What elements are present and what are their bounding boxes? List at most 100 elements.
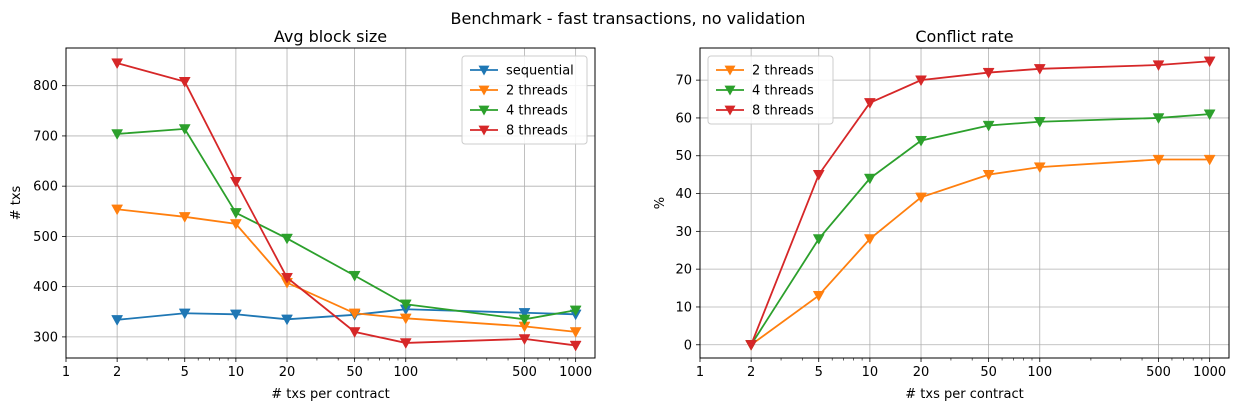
legend-entry-2-threads: 2 threads (716, 64, 814, 79)
data-point (1203, 154, 1216, 166)
data-point (1033, 64, 1046, 75)
data-point (863, 173, 876, 185)
x-tick-label: 1 (696, 365, 704, 380)
y-tick-label: 50 (675, 149, 692, 164)
series-line-2-threads (117, 208, 576, 333)
data-point (348, 327, 361, 338)
data-point (518, 334, 531, 345)
data-point (812, 290, 825, 302)
legend-marker (478, 125, 490, 136)
y-axis-label: % (653, 197, 668, 209)
data-point (915, 135, 927, 147)
series-4-threads (111, 124, 582, 326)
y-tick-label: 400 (33, 280, 58, 295)
data-point (915, 75, 927, 87)
series-8-threads (111, 58, 582, 352)
data-point (518, 308, 531, 319)
series-line-2-threads (750, 158, 1210, 346)
x-tick-label: 1 (62, 365, 70, 380)
legend-entry-8-threads: 8 threads (470, 124, 568, 139)
data-point (518, 314, 531, 326)
y-tick-label: 40 (675, 187, 692, 202)
data-point (569, 327, 582, 338)
chart-avg-block-size: Avg block size 1 2 5 10 20 50 100 500 1000 300 400 5… (9, 27, 596, 402)
legend-entry-4-threads: 4 threads (470, 104, 568, 119)
data-point (229, 176, 242, 188)
axes-frame (65, 47, 596, 359)
data-point (915, 192, 927, 204)
data-point (111, 129, 124, 140)
y-tick-label: 70 (675, 74, 692, 89)
legend-entry-8-threads: 8 threads (716, 104, 814, 119)
data-point (1033, 162, 1046, 174)
data-point (229, 309, 242, 321)
x-tick-label: 100 (1027, 365, 1052, 380)
series-line-8-threads (750, 60, 1210, 346)
data-point (348, 308, 361, 320)
legend-label: 8 threads (752, 104, 814, 119)
series-8-threads (745, 56, 1216, 351)
x-tick-label: 500 (1146, 365, 1171, 380)
series-line-sequential (117, 308, 576, 321)
chart-title: Conflict rate (915, 27, 1013, 46)
x-tick-label: 1000 (559, 365, 592, 380)
data-point (1152, 60, 1165, 72)
legend-marker (724, 65, 736, 76)
data-point (399, 313, 412, 325)
data-point (399, 338, 412, 349)
legend-label: 4 threads (752, 84, 814, 99)
data-point (111, 204, 124, 216)
y-tick-label: 30 (675, 225, 692, 240)
data-point (1203, 109, 1216, 121)
data-point (863, 98, 876, 109)
data-point (348, 270, 361, 282)
legend-marker (724, 85, 736, 96)
data-point (111, 315, 124, 326)
y-tick-label: 20 (675, 263, 692, 278)
y-tick-label: 0 (684, 338, 692, 353)
x-axis-label: # txs per contract (271, 387, 389, 402)
data-point (1152, 113, 1165, 124)
x-tick-label: 50 (346, 365, 363, 380)
series-sequential (111, 304, 582, 326)
legend-entry-4-threads: 4 threads (716, 84, 814, 99)
y-tick-label: 800 (33, 79, 58, 94)
data-point (229, 208, 242, 219)
x-tick-label: 5 (181, 365, 189, 380)
data-point (745, 340, 758, 351)
y-axis-label: # txs (9, 185, 24, 220)
x-tick-label: 10 (228, 365, 245, 380)
legend-label: 8 threads (506, 124, 568, 139)
data-point (281, 233, 293, 245)
x-tick-label: 500 (512, 365, 537, 380)
legend-entry-2-threads: 2 threads (470, 84, 568, 99)
data-point (111, 58, 124, 70)
series-line-8-threads (116, 62, 576, 347)
legend: sequential 2 threads 4 threads 8 threads (461, 55, 588, 145)
data-point (229, 219, 242, 230)
x-tick-label: 10 (862, 365, 879, 380)
data-point (1033, 117, 1046, 128)
x-tick-label: 2 (113, 365, 121, 380)
legend-box (461, 55, 588, 145)
legend-box (707, 55, 834, 125)
x-tick-label: 2 (747, 365, 755, 380)
data-point (1203, 56, 1216, 68)
data-point (863, 234, 876, 245)
chart-title: Avg block size (274, 27, 387, 46)
data-point (1152, 154, 1165, 166)
data-point (569, 305, 582, 317)
axes-frame (699, 47, 1230, 359)
data-point (812, 234, 825, 245)
data-point (281, 272, 293, 284)
data-point (982, 169, 995, 181)
x-tick-label: 100 (393, 365, 418, 380)
legend-marker (478, 85, 490, 96)
legend-entry-sequential: sequential (470, 64, 574, 79)
x-tick-label: 50 (980, 365, 997, 380)
legend-label: 2 threads (752, 64, 814, 79)
data-point (399, 299, 412, 311)
data-point (178, 124, 191, 135)
data-point (281, 314, 293, 326)
